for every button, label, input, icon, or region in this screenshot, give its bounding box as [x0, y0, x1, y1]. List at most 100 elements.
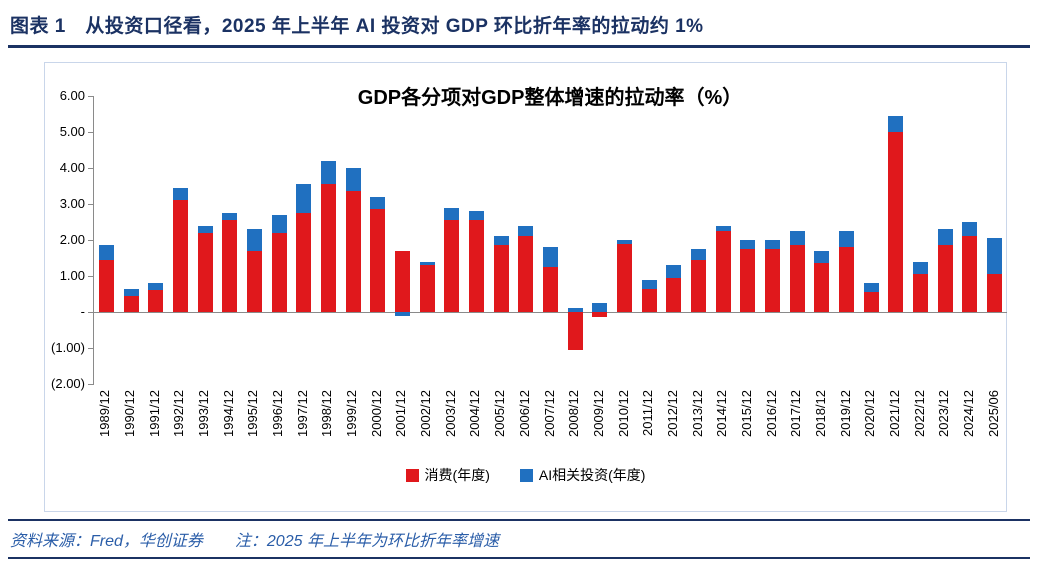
source-text: 资料来源：Fred，华创证券: [10, 533, 203, 550]
chart-legend: 消费(年度) AI相关投资(年度): [45, 465, 1006, 485]
bar-segment-consumption: [320, 184, 336, 312]
x-axis-label: 2019/12: [837, 390, 853, 437]
x-axis-label: 1998/12: [319, 390, 335, 437]
bar-segment-ai_investment: [345, 168, 361, 192]
x-axis-label: 2010/12: [615, 390, 631, 437]
y-axis-tick: [88, 204, 94, 205]
bar-segment-ai_investment: [543, 247, 558, 267]
x-axis-label: 1993/12: [196, 390, 212, 437]
bar-segment-consumption: [617, 243, 633, 312]
y-axis-tick-label: (2.00): [51, 376, 85, 391]
y-axis-tick: [88, 312, 94, 313]
x-axis-label: 1992/12: [171, 390, 187, 437]
bar-segment-ai_investment: [567, 308, 583, 312]
bar-segment-ai_investment: [296, 184, 312, 213]
bar-segment-ai_investment: [320, 160, 336, 185]
bar-segment-consumption: [814, 263, 830, 312]
footer-divider-top: [8, 519, 1030, 521]
bar-segment-consumption: [468, 220, 484, 312]
bar-segment-consumption: [123, 295, 139, 312]
x-axis-label: 2008/12: [566, 390, 582, 437]
bar-segment-consumption: [789, 245, 805, 312]
x-axis-label: 2023/12: [936, 390, 952, 437]
bar-segment-consumption: [518, 236, 534, 312]
y-axis-tick: [88, 348, 94, 349]
x-axis-label: 2002/12: [418, 390, 434, 437]
x-axis-label: 2014/12: [714, 390, 730, 437]
y-axis-tick: [88, 276, 94, 277]
bar-segment-consumption: [493, 245, 509, 312]
bar-segment-consumption: [419, 265, 435, 312]
legend-label: 消费(年度): [424, 467, 490, 483]
x-axis-label: 1997/12: [294, 390, 310, 437]
bar-segment-consumption: [666, 277, 682, 312]
x-axis-label: 1995/12: [245, 390, 261, 437]
bar-segment-ai_investment: [493, 236, 509, 246]
x-axis-label: 2001/12: [393, 390, 409, 437]
bar-segment-ai_investment: [740, 240, 756, 249]
bar-segment-consumption: [222, 220, 238, 312]
bar-segment-ai_investment: [987, 238, 1003, 275]
x-axis-label: 2018/12: [812, 390, 828, 437]
x-axis-label: 2007/12: [541, 390, 557, 437]
x-axis-label: 1994/12: [220, 390, 236, 437]
bar-segment-consumption: [592, 312, 608, 318]
bar-segment-ai_investment: [123, 288, 139, 296]
x-axis-label: 2015/12: [738, 390, 754, 437]
bar-segment-consumption: [98, 259, 114, 312]
x-axis-labels: 1989/12 1990/12 1991/12 1992/12 1993/12 1994/…: [93, 390, 1007, 456]
note-text: 注：2025 年上半年为环比折年率增速: [234, 533, 499, 550]
x-axis-line: [94, 312, 1007, 313]
legend-label: AI相关投资(年度): [538, 467, 646, 483]
y-axis-tick: [88, 96, 94, 97]
bar-segment-ai_investment: [765, 240, 781, 249]
bar-segment-consumption: [543, 267, 558, 312]
x-axis-label: 2025/06: [985, 390, 1001, 437]
bar-segment-ai_investment: [370, 196, 386, 210]
header-divider: [8, 45, 1030, 48]
x-axis-label: 2012/12: [664, 390, 680, 437]
x-axis-label: 2022/12: [911, 390, 927, 437]
bar-segment-consumption: [271, 232, 287, 312]
bar-segment-ai_investment: [617, 240, 633, 244]
x-axis-label: 2003/12: [442, 390, 458, 437]
y-axis-tick: [88, 240, 94, 241]
bar-segment-ai_investment: [444, 207, 460, 221]
bar-segment-consumption: [567, 312, 583, 350]
x-axis-label: 2016/12: [763, 390, 779, 437]
x-axis-label: 2017/12: [788, 390, 804, 437]
chart-title: GDP各分项对GDP整体增速的拉动率（%）: [357, 87, 743, 109]
bar-segment-ai_investment: [937, 229, 953, 246]
y-axis-tick: [88, 384, 94, 385]
bar-segment-ai_investment: [814, 250, 830, 264]
x-axis-label: 2006/12: [516, 390, 532, 437]
bar-segment-consumption: [765, 249, 781, 312]
legend-swatch-icon: [519, 468, 533, 482]
x-axis-label: 2024/12: [960, 390, 976, 437]
figure-title: 图表 1 从投资口径看，2025 年上半年 AI 投资对 GDP 环比折年率的拉…: [10, 16, 704, 37]
bar-segment-consumption: [345, 191, 361, 312]
bar-segment-ai_investment: [839, 231, 855, 248]
y-axis: 6.00 5.00 4.00 3.00 2.00 1.00 - (1.00) (2.00): [45, 88, 89, 391]
x-axis-label: 2005/12: [492, 390, 508, 437]
x-axis-label: 2020/12: [862, 390, 878, 437]
y-axis-tick: [88, 168, 94, 169]
bar-segment-ai_investment: [148, 283, 164, 291]
bar-segment-consumption: [370, 209, 386, 312]
legend-swatch-icon: [405, 468, 419, 482]
x-axis-label: 1990/12: [122, 390, 137, 437]
bar-segment-consumption: [715, 231, 731, 312]
bar-segment-consumption: [913, 274, 929, 312]
x-axis-label: 1989/12: [97, 390, 113, 437]
bar-segment-consumption: [394, 250, 410, 312]
bar-segment-ai_investment: [394, 312, 410, 316]
bar-segment-ai_investment: [518, 225, 534, 237]
bar-segment-ai_investment: [715, 225, 731, 231]
y-axis-tick-label: -: [80, 304, 85, 319]
bar-segment-consumption: [937, 245, 953, 312]
bar-segment-consumption: [148, 290, 164, 312]
bar-segment-ai_investment: [197, 225, 213, 233]
legend-item-ai_investment: AI相关投资(年度): [519, 465, 646, 485]
bar-segment-consumption: [296, 213, 312, 312]
